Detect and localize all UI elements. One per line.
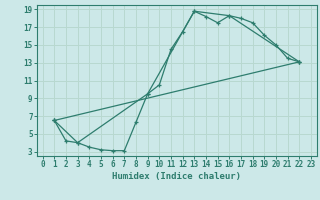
X-axis label: Humidex (Indice chaleur): Humidex (Indice chaleur) [112, 172, 241, 181]
